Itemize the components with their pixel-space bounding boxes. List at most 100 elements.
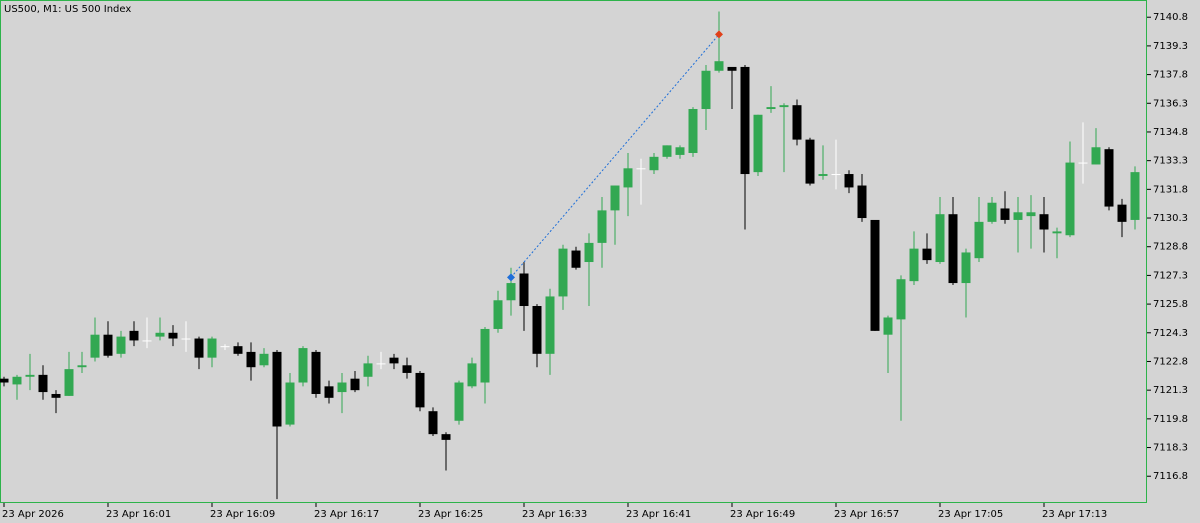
candle-body	[181, 338, 191, 340]
candle-body	[974, 221, 984, 259]
candle-body	[363, 363, 373, 377]
candle-body	[1052, 231, 1062, 234]
y-tick-label: 7119.8	[1153, 414, 1188, 425]
candle-body	[935, 214, 945, 263]
candle-body	[480, 328, 490, 383]
candle-body	[714, 61, 724, 71]
y-tick-label: 7137.8	[1153, 70, 1188, 81]
candle-body	[90, 334, 100, 358]
y-tick-label: 7130.3	[1153, 213, 1188, 224]
candle-body	[38, 374, 48, 393]
candle-body	[948, 214, 958, 284]
y-tick-label: 7121.3	[1153, 385, 1188, 396]
candle-body	[753, 114, 763, 173]
candle-body	[103, 334, 113, 356]
y-tick-label: 7118.3	[1153, 443, 1188, 454]
candle-body	[1000, 208, 1010, 220]
trade-entry	[507, 273, 515, 282]
candle-body	[857, 185, 867, 219]
candle-body	[649, 156, 659, 171]
candle-body	[129, 330, 139, 341]
candle-body	[844, 174, 854, 188]
candle-body	[532, 306, 542, 354]
candle-body	[1130, 172, 1140, 220]
candle-body	[779, 105, 789, 108]
y-tick-label: 7122.8	[1153, 356, 1188, 367]
candle-body	[636, 168, 646, 170]
candle-body	[116, 336, 126, 354]
candle-body	[584, 242, 594, 263]
candle-body	[987, 202, 997, 222]
candle-body	[0, 378, 9, 383]
x-tick-label: 23 Apr 16:41	[626, 509, 691, 520]
y-tick-label: 7136.3	[1153, 98, 1188, 109]
candle-body	[389, 357, 399, 364]
candle-body	[675, 147, 685, 155]
candle-body	[350, 378, 360, 391]
candle-body	[25, 374, 35, 377]
y-tick-label: 7128.8	[1153, 242, 1188, 253]
trade-exit	[715, 30, 723, 39]
candle-body	[64, 369, 74, 396]
candle-body	[1013, 212, 1023, 220]
candle-body	[324, 386, 334, 398]
candle-body	[545, 296, 555, 354]
candle-body	[701, 70, 711, 110]
candle-body	[142, 340, 152, 342]
x-tick-label: 23 Apr 2026	[2, 509, 64, 520]
y-tick-label: 7140.8	[1153, 12, 1188, 23]
y-tick-label: 7124.3	[1153, 328, 1188, 339]
candle-body	[883, 317, 893, 335]
candle-body	[558, 248, 568, 297]
x-tick-label: 23 Apr 17:05	[938, 509, 1003, 520]
trade-line	[510, 34, 720, 278]
candle-body	[194, 338, 204, 358]
y-tick-label: 7131.8	[1153, 184, 1188, 195]
candle-body	[428, 411, 438, 435]
candle-body	[168, 332, 178, 339]
candle-body	[467, 363, 477, 387]
x-tick-label: 23 Apr 16:09	[210, 509, 275, 520]
y-tick-label: 7125.8	[1153, 299, 1188, 310]
y-tick-label: 7133.3	[1153, 156, 1188, 167]
candle-body	[727, 66, 737, 71]
candle-body	[831, 174, 841, 176]
candle-body	[12, 376, 22, 385]
candle-body	[818, 174, 828, 176]
candle-body	[220, 346, 230, 348]
candle-body	[610, 185, 620, 211]
candle-body	[155, 332, 165, 337]
candle-body	[493, 300, 503, 329]
candle-body	[298, 348, 308, 383]
candle-body	[1039, 214, 1049, 230]
candle-body	[688, 109, 698, 154]
candle-body	[285, 382, 295, 425]
x-tick-label: 23 Apr 16:49	[730, 509, 795, 520]
candle-body	[961, 252, 971, 284]
candle-body	[1117, 204, 1127, 222]
candle-body	[77, 365, 87, 368]
candle-body	[805, 139, 815, 184]
y-tick-label: 7134.8	[1153, 127, 1188, 138]
candle-body	[792, 105, 802, 140]
candle-body	[870, 219, 880, 331]
x-tick-label: 23 Apr 17:13	[1042, 509, 1107, 520]
x-tick-label: 23 Apr 16:01	[106, 509, 171, 520]
candle-body	[623, 168, 633, 188]
candle-body	[311, 351, 321, 394]
candle-body	[1078, 162, 1088, 164]
candle-body	[207, 338, 217, 358]
candle-body	[233, 346, 243, 354]
candle-body	[415, 372, 425, 408]
candle-body	[376, 363, 386, 365]
candle-body	[740, 66, 750, 175]
candle-body	[766, 107, 776, 110]
candle-body	[337, 382, 347, 393]
candle-body	[896, 279, 906, 320]
candle-body	[454, 382, 464, 421]
x-tick-label: 23 Apr 16:57	[834, 509, 899, 520]
candle-body	[259, 353, 269, 366]
candle-body	[1026, 212, 1036, 217]
